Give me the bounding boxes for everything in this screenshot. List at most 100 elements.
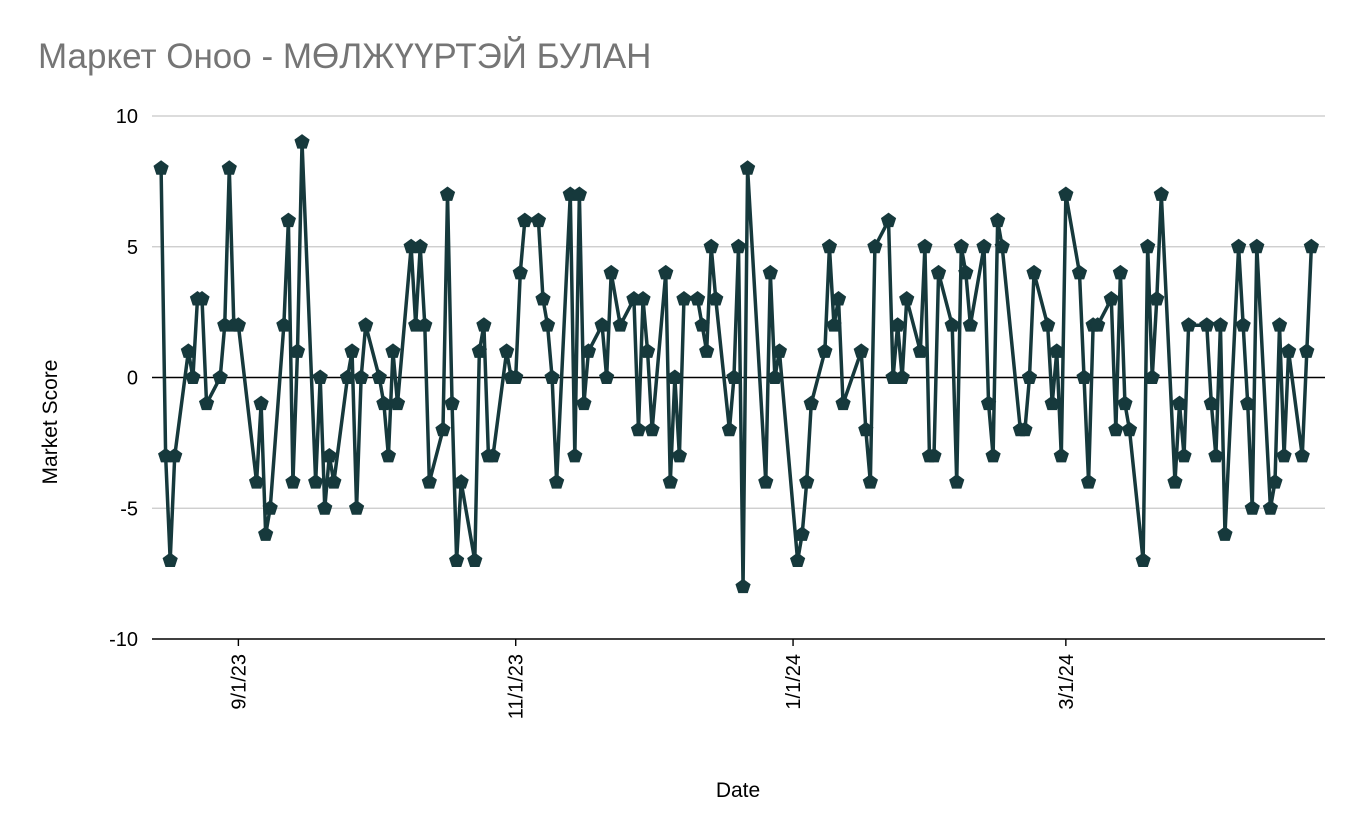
data-point <box>1080 474 1097 489</box>
data-point <box>339 369 356 384</box>
data-point <box>476 317 492 332</box>
data-point <box>1144 369 1160 384</box>
data-point <box>794 526 810 541</box>
data-point <box>726 369 742 384</box>
x-axis-title: Date <box>716 779 760 802</box>
data-point <box>580 343 597 358</box>
data-point <box>1076 369 1092 384</box>
data-point <box>880 212 897 228</box>
data-point <box>1103 291 1119 306</box>
data-point <box>485 447 501 463</box>
x-tick-label: 11/1/23 <box>506 654 528 719</box>
data-point <box>708 291 724 306</box>
data-point <box>694 317 710 332</box>
data-point <box>758 474 774 489</box>
data-point <box>689 291 706 306</box>
data-point <box>1244 500 1260 515</box>
data-point <box>1021 369 1038 384</box>
data-point <box>1040 317 1056 332</box>
data-point <box>949 474 965 489</box>
data-point <box>353 369 369 384</box>
data-point <box>421 474 437 489</box>
data-point <box>980 395 997 411</box>
data-point <box>576 395 592 411</box>
data-point <box>285 474 301 489</box>
data-point <box>730 238 747 254</box>
data-point <box>676 291 692 306</box>
data-point <box>835 395 851 411</box>
data-point <box>539 317 556 332</box>
data-point <box>862 474 878 489</box>
data-point <box>894 369 910 384</box>
y-tick-label: 10 <box>116 106 138 128</box>
data-point <box>385 343 401 358</box>
data-point <box>230 317 246 332</box>
data-point <box>821 238 838 254</box>
data-point <box>658 264 674 280</box>
data-point <box>444 395 460 411</box>
data-point <box>1090 317 1106 332</box>
data-point <box>1171 395 1188 411</box>
data-point <box>535 291 551 306</box>
data-point <box>958 264 974 280</box>
data-point <box>817 343 833 358</box>
data-point <box>1017 421 1033 437</box>
data-line <box>159 140 1314 589</box>
data-point <box>826 317 842 332</box>
data-point <box>1199 317 1215 332</box>
data-point <box>1203 395 1219 411</box>
data-point <box>389 395 406 411</box>
data-point <box>803 395 819 411</box>
data-point <box>248 474 265 489</box>
data-point <box>1026 264 1042 280</box>
data-point <box>667 369 683 384</box>
data-point <box>1303 238 1319 254</box>
data-point <box>1294 447 1310 463</box>
data-point <box>253 395 269 411</box>
data-point <box>258 526 274 541</box>
data-point <box>944 317 960 332</box>
data-point <box>1167 474 1183 489</box>
data-point <box>185 369 201 384</box>
data-point <box>1135 552 1151 568</box>
data-point <box>439 186 456 201</box>
data-point <box>571 186 587 201</box>
data-point <box>1176 447 1192 463</box>
data-point <box>289 343 306 358</box>
data-point <box>662 474 678 489</box>
data-point <box>771 343 788 358</box>
data-point <box>858 421 874 437</box>
data-point <box>603 264 619 280</box>
data-point <box>1231 238 1247 254</box>
x-tick-label: 3/1/24 <box>1056 654 1078 710</box>
data-point <box>1299 343 1315 358</box>
data-point <box>639 343 656 358</box>
data-point <box>549 474 565 489</box>
data-point <box>221 160 237 175</box>
data-point <box>1271 317 1288 332</box>
data-point <box>467 552 483 568</box>
data-point <box>790 552 806 568</box>
y-tick-label: 0 <box>127 368 138 390</box>
data-point <box>830 291 847 306</box>
y-axis-title: Market Score <box>39 360 62 485</box>
data-point <box>1181 317 1197 332</box>
data-point <box>294 134 310 149</box>
data-point <box>1121 421 1138 437</box>
data-point <box>276 317 292 332</box>
data-point <box>926 447 942 463</box>
data-point <box>594 317 610 332</box>
data-point <box>380 447 397 463</box>
data-point <box>1044 395 1060 411</box>
chart-title: Маркет Оноо - МӨЛЖҮҮРТЭЙ БУЛАН <box>38 36 651 76</box>
data-point <box>1117 395 1133 411</box>
data-point <box>1049 343 1065 358</box>
data-point <box>153 160 169 175</box>
x-tick-label: 1/1/24 <box>783 654 805 710</box>
data-point <box>612 317 628 332</box>
data-point <box>976 238 992 254</box>
data-point <box>321 447 337 463</box>
data-point <box>671 447 687 463</box>
